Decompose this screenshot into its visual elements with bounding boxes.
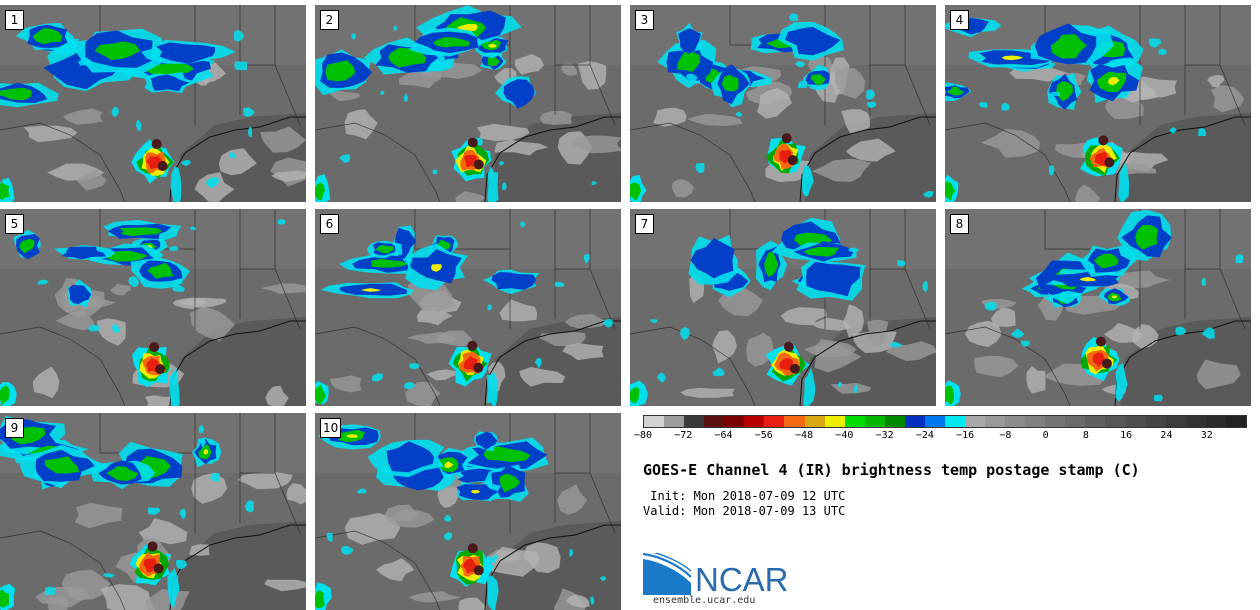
map-panel-4: 4 [945,5,1251,202]
map-panel-7: 7 [630,209,936,406]
map-panel-5: 5 [0,209,306,406]
panel-label: 2 [320,10,339,30]
panel-label: 3 [635,10,654,30]
colorbar-tick-label: 32 [1200,430,1213,441]
gulf-of-mexico [805,317,936,406]
panel-label: 10 [320,418,342,438]
ir-map-7 [630,209,936,406]
map-panel-10: 10 [315,413,621,610]
colorbar-segment [844,416,865,427]
colorbar-segment [1125,416,1146,427]
ir-map-2 [315,5,621,202]
figure-title: GOES-E Channel 4 (IR) brightness temp po… [643,461,1140,479]
colorbar-segment [704,416,725,427]
colorbar-segment [1065,416,1086,427]
ir-map-5 [0,209,306,406]
colorbar-tick-label: 0 [1042,430,1049,441]
temperature-colorbar [643,415,1247,428]
ir-map-3 [630,5,936,202]
colorbar-segment [664,416,685,427]
map-panel-2: 2 [315,5,621,202]
colorbar-segment [965,416,986,427]
colorbar-segment [824,416,845,427]
gulf-of-mexico [1120,113,1251,202]
gulf-of-mexico [490,317,621,406]
colorbar-segment [924,416,945,427]
colorbar-tick-label: −24 [915,430,934,441]
colorbar-tick-label: −64 [714,430,733,441]
panel-label: 4 [950,10,969,30]
valid-time: Valid: Mon 2018-07-09 13 UTC [643,504,846,518]
colorbar-segment [1045,416,1066,427]
colorbar-ticks: −80 −72 −64 −56 −48 −40 −32 −24 −16 −8 0 8 16 24 32 [634,430,1247,446]
website-url: ensemble.ucar.edu [653,595,756,606]
colorbar-segment [644,416,665,427]
colorbar-tick-label: −16 [956,430,975,441]
ir-map-4 [945,5,1251,202]
map-panel-6: 6 [315,209,621,406]
panel-label: 7 [635,214,654,234]
ir-map-9 [0,413,306,610]
colorbar-segment [724,416,745,427]
map-panel-3: 3 [630,5,936,202]
ir-map-8 [945,209,1251,406]
colorbar-segment [1145,416,1166,427]
colorbar-segment [884,416,905,427]
colorbar-segment [684,416,705,427]
map-panel-1: 1 [0,5,306,202]
colorbar-segment [1105,416,1126,427]
colorbar-segment [804,416,825,427]
colorbar-tick-label: −32 [875,430,894,441]
ir-map-6 [315,209,621,406]
init-time: Init: Mon 2018-07-09 12 UTC [643,489,846,503]
colorbar-segment [864,416,885,427]
ncar-logo: NCAR [643,553,789,595]
colorbar-tick-label: 16 [1120,430,1133,441]
panel-label: 5 [5,214,24,234]
ncar-logo-mark [643,559,691,595]
colorbar-tick-label: −80 [633,430,653,441]
colorbar-tick-label: −8 [999,430,1012,441]
colorbar-segment [1165,416,1186,427]
panel-label: 6 [320,214,339,234]
colorbar-segment [985,416,1006,427]
panel-label: 8 [950,214,969,234]
colorbar-segment [744,416,765,427]
colorbar-segment [1225,416,1246,427]
colorbar-tick-label: 24 [1160,430,1173,441]
colorbar-segment [1205,416,1226,427]
map-panel-9: 9 [0,413,306,610]
colorbar-tick-label: 8 [1082,430,1089,441]
colorbar-segment [1005,416,1026,427]
colorbar-tick-label: −72 [674,430,693,441]
colorbar-segment [764,416,785,427]
colorbar-segment [944,416,965,427]
colorbar-tick-label: −48 [795,430,814,441]
map-panel-8: 8 [945,209,1251,406]
ir-map-1 [0,5,306,202]
colorbar-tick-label: −40 [835,430,854,441]
colorbar-segment [1085,416,1106,427]
gulf-of-mexico [175,317,306,406]
coastline [799,320,936,406]
ncar-logo-text: NCAR [695,561,789,595]
colorbar-tick-label: −56 [754,430,773,441]
coastline [1114,116,1251,202]
colorbar-segment [904,416,925,427]
colorbar-segment [1185,416,1206,427]
ir-map-10 [315,413,621,610]
colorbar-segment [1025,416,1046,427]
panel-label: 9 [5,418,24,438]
panel-label: 1 [5,10,24,30]
colorbar-segment [784,416,805,427]
